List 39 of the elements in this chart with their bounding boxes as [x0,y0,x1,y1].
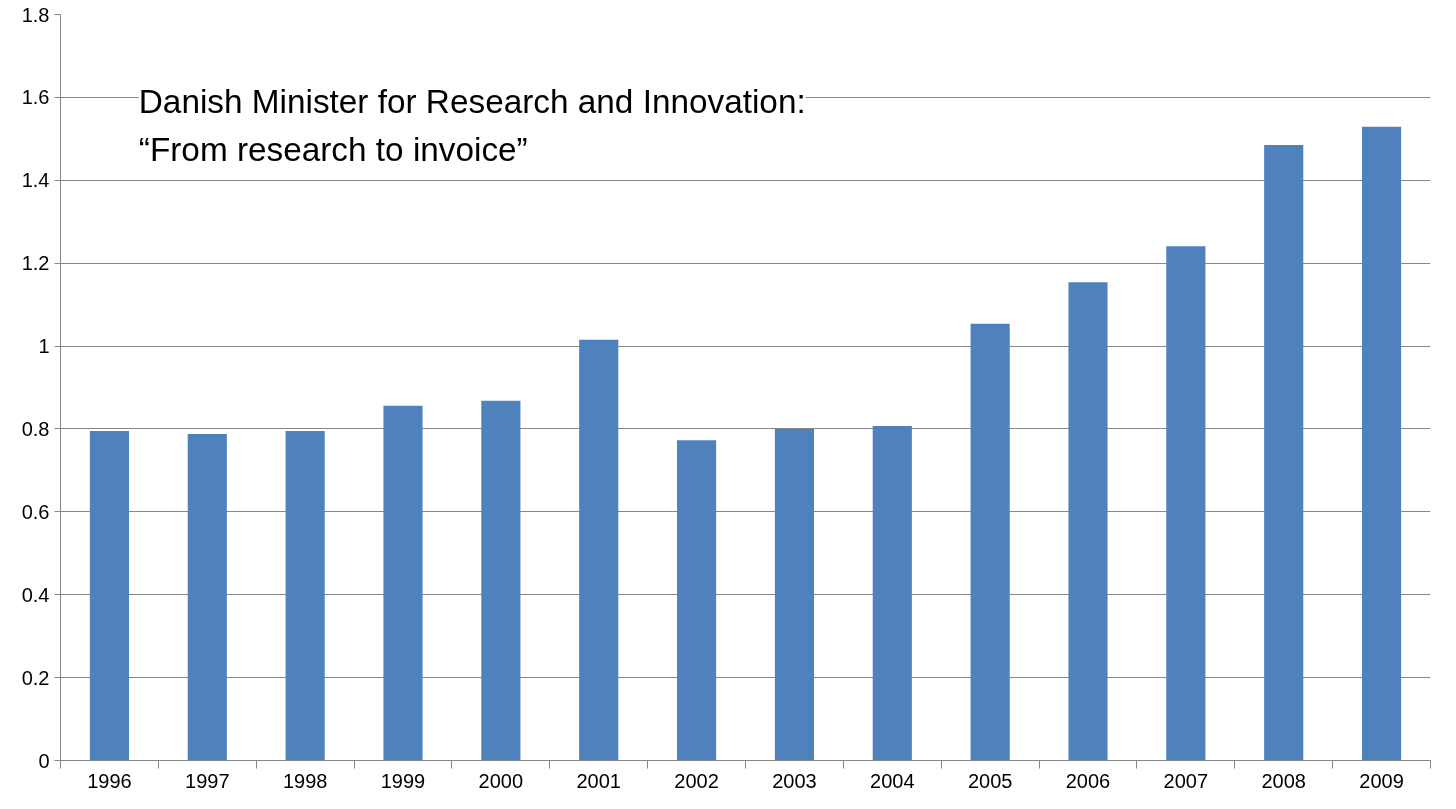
x-tick-label: 1998 [282,769,328,792]
x-tick-label: 2008 [1261,769,1306,792]
y-tick-label: 1.2 [21,252,50,275]
x-tick-label: 2001 [576,769,621,792]
bar [89,431,129,761]
x-tick-label: 2002 [674,769,719,792]
bar [1068,282,1108,761]
bar [970,323,1010,761]
bar [872,426,912,761]
y-tick-label: 1.6 [21,86,50,109]
bar [187,433,227,761]
x-tick-label: 2005 [967,769,1013,792]
y-tick-label: 0 [38,749,50,772]
x-tick-label: 2004 [870,769,915,792]
x-tick-label: 1996 [87,769,132,792]
bar [383,405,423,761]
x-tick-label: 2009 [1359,769,1404,792]
y-tick-label: 0.2 [21,666,50,689]
y-tick-label: 0.8 [21,417,50,440]
x-tick-label: 2007 [1163,769,1209,792]
bar [774,428,814,761]
y-tick-label: 1.8 [21,3,50,26]
x-tick-label: 1997 [185,769,230,792]
y-tick-label: 1.4 [21,169,50,192]
bar [481,400,521,761]
bar [1362,126,1402,761]
annotation: Danish Minister for Research and Innovation: “From research to invoice” [138,82,806,168]
x-tick-label: 2003 [772,769,817,792]
y-tick-label: 0.6 [21,500,50,523]
x-tick-label: 2000 [478,769,524,792]
bar [579,339,619,761]
bar [1264,145,1304,761]
y-tick-label: 0.4 [21,583,50,606]
x-tick-label: 2006 [1065,769,1111,792]
bar [1166,246,1206,761]
x-tick-label: 1999 [380,769,426,792]
y-tick-label: 1 [38,335,50,358]
bar [677,440,717,761]
bar [285,431,325,761]
